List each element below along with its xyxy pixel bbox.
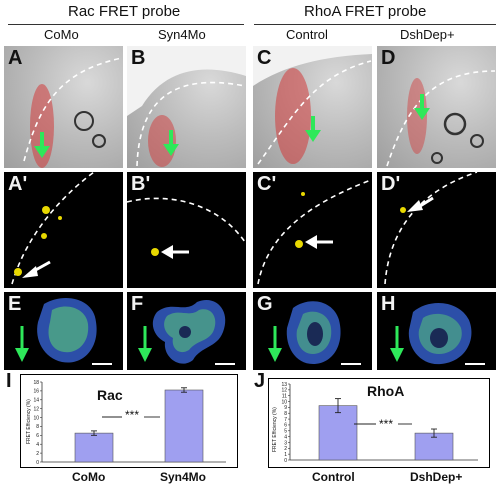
rac-bar-0 [74,432,114,463]
rhoa-y-tick-label: 3 [284,440,287,446]
panel-label-b: B [131,47,146,69]
rhoa-significance: *** [379,417,394,431]
white-arrow-icon [22,260,51,278]
rhoa-y-tick-label: 5 [284,429,287,435]
panel-label-c: C [257,47,272,69]
rac-header-rule [8,24,244,25]
rhoa-y-tick-label: 6 [284,423,287,429]
rac-y-tick-label: 16 [33,389,39,395]
rac-bar-1 [164,389,204,463]
rac-y-tick-label: 14 [33,398,39,404]
panel-label-d-prime: D' [381,173,401,195]
panel-c2-fluorescence: C' [253,172,372,288]
rhoa-y-tick-label: 10 [281,399,287,405]
rhoa-chart-title: RhoA [367,383,405,399]
white-arrow-icon [407,196,434,212]
rac-y-tick-label: 12 [33,406,39,412]
panel-b-image [127,46,246,167]
panel-g-image [286,301,361,365]
rac-y-tick-label: 8 [36,424,39,430]
rhoa-y-tick-label: 2 [284,446,287,452]
panel-d-brightfield: D [377,46,496,168]
panel-f-image [152,300,235,365]
green-arrow-icon [15,326,29,362]
panel-a2-image [11,172,95,285]
green-arrow-icon [414,94,430,120]
panel-label-j: J [254,370,266,392]
panel-b2-image [127,197,246,256]
rac-y-tick-label: 2 [36,451,39,457]
green-arrow-icon [305,116,321,142]
panel-label-i: I [6,370,12,392]
panel-g-cell: G [253,292,372,370]
rhoa-y-tick-label: 4 [284,434,287,440]
panel-e-cell: E [4,292,123,370]
rac-probe-header: Rac FRET probe [68,3,181,20]
panel-label-e: E [8,293,22,315]
panel-b-brightfield: B [127,46,246,168]
panel-h-image [408,302,485,365]
panel-d2-fluorescence: D' [377,172,496,288]
rhoa-probe-header: RhoA FRET probe [304,3,427,20]
rhoa-bar-0 [318,405,358,461]
panel-label-c-prime: C' [257,173,277,195]
rac-x-label-1: Syn4Mo [160,470,207,484]
rac-chart-title: Rac [97,387,123,403]
rhoa-y-tick-label: 9 [284,405,287,411]
panel-d2-image [384,172,478,285]
panel-label-b-prime: B' [131,173,151,195]
green-arrow-icon [138,326,152,362]
panel-c-image [253,46,372,165]
rhoa-y-tick-label: 7 [284,417,287,423]
panel-label-f: F [131,293,144,315]
rac-chart: 0 2 4 6 8 10 12 14 16 18 [33,380,226,466]
rac-y-tick-label: 18 [33,380,39,386]
panel-label-g: G [257,293,273,315]
panel-c2-image [257,179,372,285]
rhoa-chart-frame: RhoA *** [268,378,490,468]
como-header: CoMo [44,27,79,42]
rac-y-tick-label: 0 [36,460,39,466]
panel-a-brightfield: A [4,46,123,168]
rac-y-tick-label: 10 [33,415,39,421]
rac-significance: *** [125,408,140,422]
white-arrow-icon [161,245,189,259]
rhoa-x-label-0: Control [312,470,355,484]
green-arrow-icon [34,132,50,158]
panel-c-brightfield: C [253,46,372,168]
panel-h-cell: H [377,292,496,370]
syn4mo-header: Syn4Mo [158,27,206,42]
rhoa-header-rule [254,24,496,25]
rhoa-x-label-1: DshDep+ [410,470,463,484]
panel-a2-fluorescence: A' [4,172,123,288]
control-header: Control [286,27,328,42]
panel-label-h: H [381,293,396,315]
panel-label-a: A [8,47,23,69]
green-arrow-icon [163,130,179,156]
rhoa-y-tick-label: 8 [284,411,287,417]
panel-f-cell: F [127,292,246,370]
panel-e-image [37,298,112,365]
rac-y-tick-label: 6 [36,433,39,439]
dshdep-header: DshDep+ [400,27,455,42]
rhoa-y-tick-label: 13 [281,382,287,388]
green-arrow-icon [268,326,282,362]
rhoa-y-tick-label: 1 [284,452,287,458]
panel-label-a-prime: A' [8,173,28,195]
rac-y-tick-label: 4 [36,442,39,448]
rhoa-y-tick-label: 0 [284,458,287,464]
panel-label-d: D [381,47,396,69]
green-arrow-icon [390,326,404,362]
rhoa-y-tick-label: 11 [282,393,287,399]
panel-b2-fluorescence: B' [127,172,246,288]
white-arrow-icon [305,235,333,249]
rac-x-label-0: CoMo [72,470,106,484]
rhoa-y-tick-label: 12 [281,388,287,394]
